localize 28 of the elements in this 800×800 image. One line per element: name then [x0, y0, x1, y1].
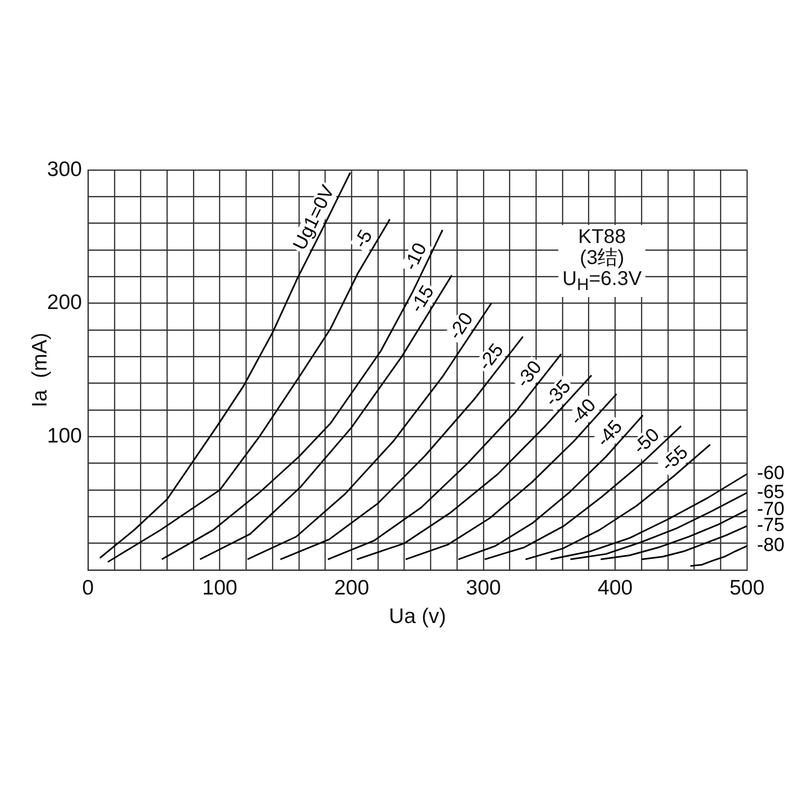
x-tick-label: 300 [466, 576, 501, 600]
series-label: -80 [757, 535, 784, 556]
text: -55 [658, 442, 692, 476]
x-tick-label: 500 [729, 576, 765, 600]
y-tick-label: 300 [46, 158, 82, 181]
text: -10 [400, 240, 432, 274]
y-tick-label: 100 [46, 424, 82, 448]
annotation: U$_{H}$=6.3V [562, 268, 642, 295]
text: -15 [406, 282, 439, 317]
y-tick-label: 200 [46, 291, 82, 314]
text: -40 [566, 395, 600, 430]
x-tick-label: 0 [82, 576, 94, 600]
text: -20 [444, 309, 478, 344]
annotation: (3结) [578, 247, 626, 269]
text: -30 [512, 357, 546, 392]
annotation: KT88 [577, 226, 627, 248]
x-tick-label: 400 [598, 576, 633, 600]
x-axis-title: Ua (v) [388, 605, 446, 628]
x-tick-label: 100 [202, 576, 238, 600]
text: -45 [592, 416, 627, 452]
series-label: -60 [757, 463, 784, 484]
y-axis-title: Ia (mA) [28, 332, 52, 408]
x-tick-label: 200 [334, 576, 370, 600]
text: -50 [630, 424, 664, 459]
text: -35 [541, 376, 576, 411]
text: -5 [350, 226, 378, 252]
series-label: -65 [757, 482, 784, 503]
text: -25 [474, 340, 508, 375]
